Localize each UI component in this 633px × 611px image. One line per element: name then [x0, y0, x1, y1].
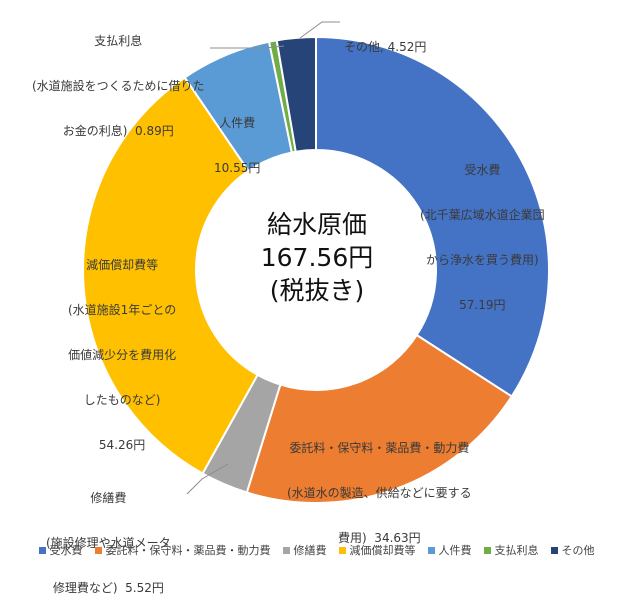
legend-label: 減価償却費等: [349, 544, 416, 557]
legend-swatch: [338, 546, 346, 554]
legend-item: 受水費: [38, 542, 83, 558]
leader-その他: [299, 21, 340, 39]
slice-その他: [275, 35, 317, 153]
legend-label: 委託料・保守料・薬品費・動力費: [105, 544, 271, 557]
label-line: 10.55円: [214, 161, 261, 175]
label-line: 修理費など) 5.52円: [52, 581, 164, 595]
label-その他: その他, 4.52円: [344, 10, 426, 70]
label-line: 減価償却費等: [86, 258, 159, 272]
label-受水費: 受水費 (北千葉広域水道企業団 から浄水を買う費用) 57.19円: [420, 133, 545, 328]
chart-center-label: 給水原価 167.56円 (税抜き): [232, 208, 402, 307]
legend-swatch: [94, 546, 102, 554]
legend-swatch: [427, 546, 435, 554]
label-line: その他, 4.52円: [344, 40, 427, 54]
donut-chart: [82, 21, 550, 504]
label-line: (北千葉広域水道企業団: [420, 208, 545, 222]
label-委託料: 委託料・保守料・薬品費・動力費 (水道水の製造、供給などに要する 費用) 34.…: [287, 411, 472, 561]
label-line: (水道施設をつくるために借りた: [32, 79, 205, 93]
label-人件費: 人件費 10.55円: [214, 86, 260, 191]
slice-減価償却費等: [82, 76, 259, 475]
label-line: 受水費: [464, 163, 501, 177]
legend-item: 人件費: [427, 542, 472, 558]
label-line: 価値減少分を費用化: [68, 348, 177, 362]
label-line: したものなど): [83, 393, 161, 407]
legend-label: 人件費: [438, 544, 472, 557]
slice-委託料・保守料・薬品費・動力費: [245, 333, 514, 504]
center-title: 給水原価: [266, 210, 367, 239]
label-line: 54.26円: [98, 438, 146, 452]
label-line: (施設修理や水道メータ: [46, 536, 171, 550]
label-line: (水道施設1年ごとの: [68, 303, 177, 317]
label-line: お金の利息) 0.89円: [62, 124, 174, 138]
legend-item: 修繕費: [282, 542, 327, 558]
legend-swatch: [38, 546, 46, 554]
label-修繕費: 修繕費 (施設修理や水道メータ 修理費など) 5.52円: [46, 461, 171, 611]
legend-label: 修繕費: [293, 544, 327, 557]
legend-item: 減価償却費等: [338, 542, 416, 558]
legend: 受水費 委託料・保守料・薬品費・動力費 修繕費 減価償却費等 人件費 支払利息 …: [0, 542, 633, 558]
leader-修繕費: [186, 463, 229, 495]
legend-swatch: [282, 546, 290, 554]
legend-item: その他: [550, 542, 595, 558]
label-line: (水道水の製造、供給などに要する: [287, 486, 472, 500]
slice-受水費: [315, 35, 550, 398]
legend-swatch: [483, 546, 491, 554]
label-支払利息: 支払利息 (水道施設をつくるために借りた お金の利息) 0.89円: [32, 4, 204, 154]
legend-swatch: [550, 546, 558, 554]
label-line: 修繕費: [90, 491, 127, 505]
label-line: 人件費: [219, 116, 256, 130]
legend-label: 受水費: [49, 544, 83, 557]
leader-支払利息: [210, 45, 285, 49]
legend-label: その他: [561, 544, 595, 557]
label-減価償却費等: 減価償却費等 (水道施設1年ごとの 価値減少分を費用化 したものなど) 54.2…: [68, 228, 176, 468]
legend-item: 支払利息: [483, 542, 539, 558]
label-line: 費用) 34.63円: [338, 531, 421, 545]
legend-item: 委託料・保守料・薬品費・動力費: [94, 542, 271, 558]
label-line: 57.19円: [459, 298, 506, 312]
label-line: から浄水を買う費用): [426, 253, 539, 267]
label-line: 委託料・保守料・薬品費・動力費: [289, 441, 470, 455]
center-total: 167.56円: [260, 243, 374, 272]
center-note: (税抜き): [269, 276, 365, 305]
label-line: 支払利息: [94, 34, 143, 48]
legend-label: 支払利息: [494, 544, 539, 557]
